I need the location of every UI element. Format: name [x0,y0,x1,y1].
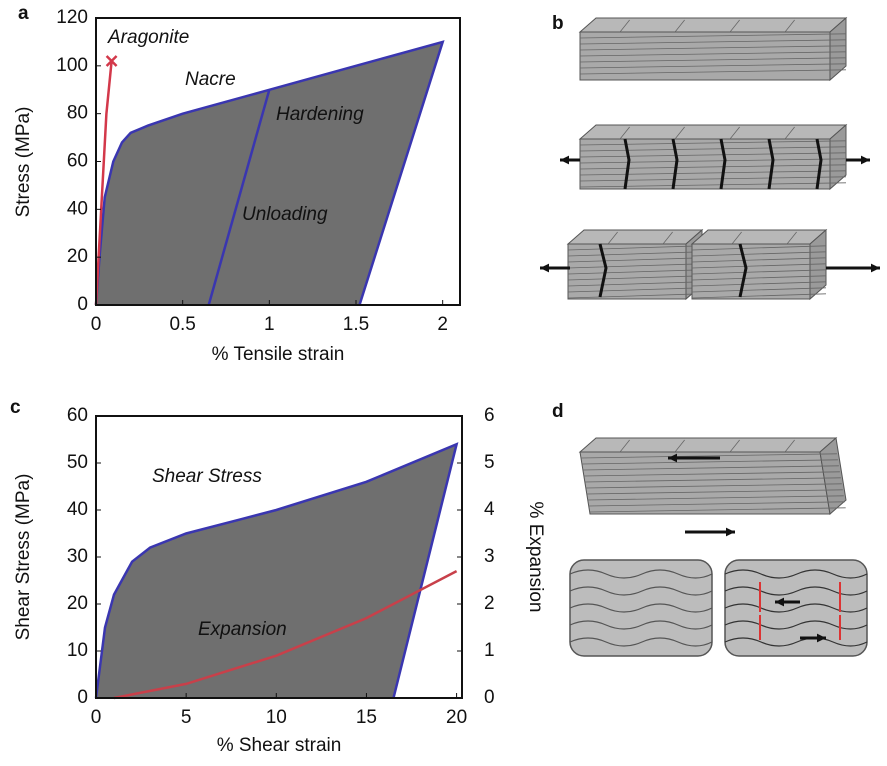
block-front [580,452,830,514]
y2-tick-label: 1 [484,640,495,661]
arrow-head [861,156,870,165]
y-tick-label: 60 [67,151,88,172]
x-tick-label: 10 [266,707,287,728]
panel-label: d [552,401,564,422]
y2-tick-label: 6 [484,405,495,426]
x-tick-label: 1.5 [343,314,369,335]
y-tick-label: 10 [67,640,88,661]
block-top [568,230,702,244]
y2-tick-label: 4 [484,499,495,520]
annotation: Hardening [276,104,364,125]
diagrams [540,18,880,656]
panel-label: c [10,397,21,418]
y-axis-label: Shear Stress (MPa) [13,474,34,641]
series-label: Aragonite [107,27,189,48]
y-tick-label: 0 [77,687,88,708]
series-label: Shear Stress [152,466,262,487]
block-top [580,125,846,139]
y2-tick-label: 5 [484,452,495,473]
area [96,42,443,305]
y-tick-label: 50 [67,452,88,473]
block-top [692,230,826,244]
series-label: Expansion [198,619,287,640]
x-tick-label: 1 [264,314,275,335]
panel-label: a [18,3,29,24]
block-front [568,244,686,299]
arrow-head [560,156,569,165]
x-tick-label: 0.5 [169,314,195,335]
arrow-head [871,264,880,273]
figure: a b c d Nacre Aragonite Hardening Unloading… [0,0,887,761]
panel-label: b [552,13,564,34]
block-front [580,32,830,80]
y-tick-label: 100 [56,55,88,76]
y-tick-label: 20 [67,593,88,614]
x-axis-label: % Tensile strain [212,344,345,365]
x-tick-label: 0 [91,314,102,335]
arrow-head [726,528,735,537]
y-tick-label: 120 [56,7,88,28]
block-top [580,18,846,32]
block-front [692,244,810,299]
annotation: Unloading [242,204,328,225]
block-top [580,438,836,452]
y-tick-label: 30 [67,546,88,567]
y2-axis-label: % Expansion [525,502,546,613]
y2-tick-label: 2 [484,593,495,614]
series-label: Nacre [185,69,236,90]
y2-tick-label: 3 [484,546,495,567]
arrow-head [540,264,549,273]
x-tick-label: 15 [356,707,377,728]
x-tick-label: 20 [446,707,467,728]
y2-tick-label: 0 [484,687,495,708]
y-tick-label: 40 [67,198,88,219]
x-tick-label: 2 [437,314,448,335]
block-front [580,139,830,189]
y-tick-label: 80 [67,103,88,124]
x-axis-label: % Shear strain [217,735,342,756]
y-tick-label: 60 [67,405,88,426]
y-tick-label: 0 [77,294,88,315]
y-axis-label: Stress (MPa) [13,107,34,218]
x-tick-label: 0 [91,707,102,728]
x-tick-label: 5 [181,707,192,728]
y-tick-label: 40 [67,499,88,520]
y-tick-label: 20 [67,246,88,267]
